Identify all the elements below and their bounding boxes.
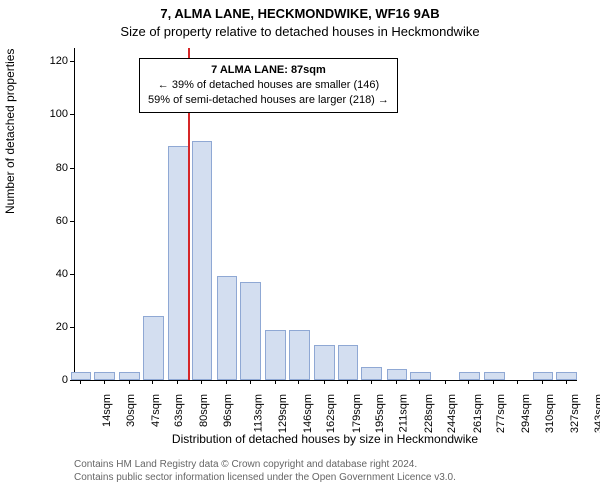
histogram-bar: [361, 367, 382, 380]
x-tick-label: 146sqm: [302, 394, 314, 433]
x-tick-label: 211sqm: [397, 394, 409, 432]
y-axis-label: Number of detached properties: [3, 49, 17, 214]
x-tick-label: 80sqm: [198, 394, 210, 427]
y-tick-label: 60: [56, 215, 68, 227]
footer-line-2: Contains public sector information licen…: [74, 471, 576, 484]
y-tick-label: 120: [50, 55, 68, 67]
annotation-line-3: 59% of semi-detached houses are larger (…: [148, 93, 389, 108]
annotation-line-2: ← 39% of detached houses are smaller (14…: [148, 78, 389, 93]
x-tick-label: 47sqm: [150, 394, 162, 427]
histogram-bar: [484, 372, 505, 380]
histogram-bar: [143, 316, 164, 380]
y-tick-label: 100: [50, 108, 68, 120]
y-tick-label: 20: [56, 321, 68, 333]
x-tick-label: 14sqm: [101, 394, 113, 427]
plot-area: 7 ALMA LANE: 87sqm ← 39% of detached hou…: [74, 48, 577, 381]
chart-title: 7, ALMA LANE, HECKMONDWIKE, WF16 9AB: [0, 6, 600, 21]
x-tick-label: 113sqm: [252, 394, 264, 432]
x-tick-label: 244sqm: [447, 394, 459, 433]
x-tick-label: 179sqm: [351, 394, 363, 433]
histogram-bar: [556, 372, 577, 380]
x-tick-label: 129sqm: [277, 394, 289, 433]
histogram-bar: [289, 330, 310, 380]
x-tick-label: 277sqm: [495, 394, 507, 433]
annotation-line-1: 7 ALMA LANE: 87sqm: [148, 63, 389, 78]
chart-subtitle: Size of property relative to detached ho…: [0, 24, 600, 39]
x-tick-label: 96sqm: [222, 394, 234, 427]
y-tick-label: 80: [56, 162, 68, 174]
y-tick-label: 0: [62, 374, 68, 386]
x-axis-label: Distribution of detached houses by size …: [74, 432, 576, 446]
histogram-bar: [71, 372, 92, 380]
x-tick-label: 294sqm: [520, 394, 532, 433]
histogram-bar: [338, 345, 359, 380]
histogram-bar: [217, 276, 238, 380]
histogram-bar: [410, 372, 431, 380]
histogram-bar: [314, 345, 335, 380]
histogram-bar: [168, 146, 189, 380]
footer-line-1: Contains HM Land Registry data © Crown c…: [74, 458, 576, 471]
x-tick-label: 343sqm: [593, 394, 600, 433]
histogram-bar: [459, 372, 480, 380]
x-tick-label: 63sqm: [173, 394, 185, 427]
histogram-bar: [533, 372, 554, 380]
x-tick-label: 228sqm: [423, 394, 435, 433]
histogram-bar: [94, 372, 115, 380]
histogram-bar: [265, 330, 286, 380]
histogram-chart: 7, ALMA LANE, HECKMONDWIKE, WF16 9AB Siz…: [0, 0, 600, 500]
x-tick-label: 195sqm: [374, 394, 386, 433]
histogram-bar: [192, 141, 213, 380]
footer-attribution: Contains HM Land Registry data © Crown c…: [74, 458, 576, 484]
y-tick-label: 40: [56, 268, 68, 280]
histogram-bar: [387, 369, 408, 380]
x-tick-label: 162sqm: [326, 394, 338, 433]
x-tick-label: 327sqm: [569, 394, 581, 433]
histogram-bar: [119, 372, 140, 380]
x-tick-label: 30sqm: [125, 394, 137, 427]
x-tick-label: 310sqm: [544, 394, 556, 433]
histogram-bar: [240, 282, 261, 380]
annotation-box: 7 ALMA LANE: 87sqm ← 39% of detached hou…: [139, 58, 398, 113]
x-tick-label: 261sqm: [472, 394, 484, 433]
